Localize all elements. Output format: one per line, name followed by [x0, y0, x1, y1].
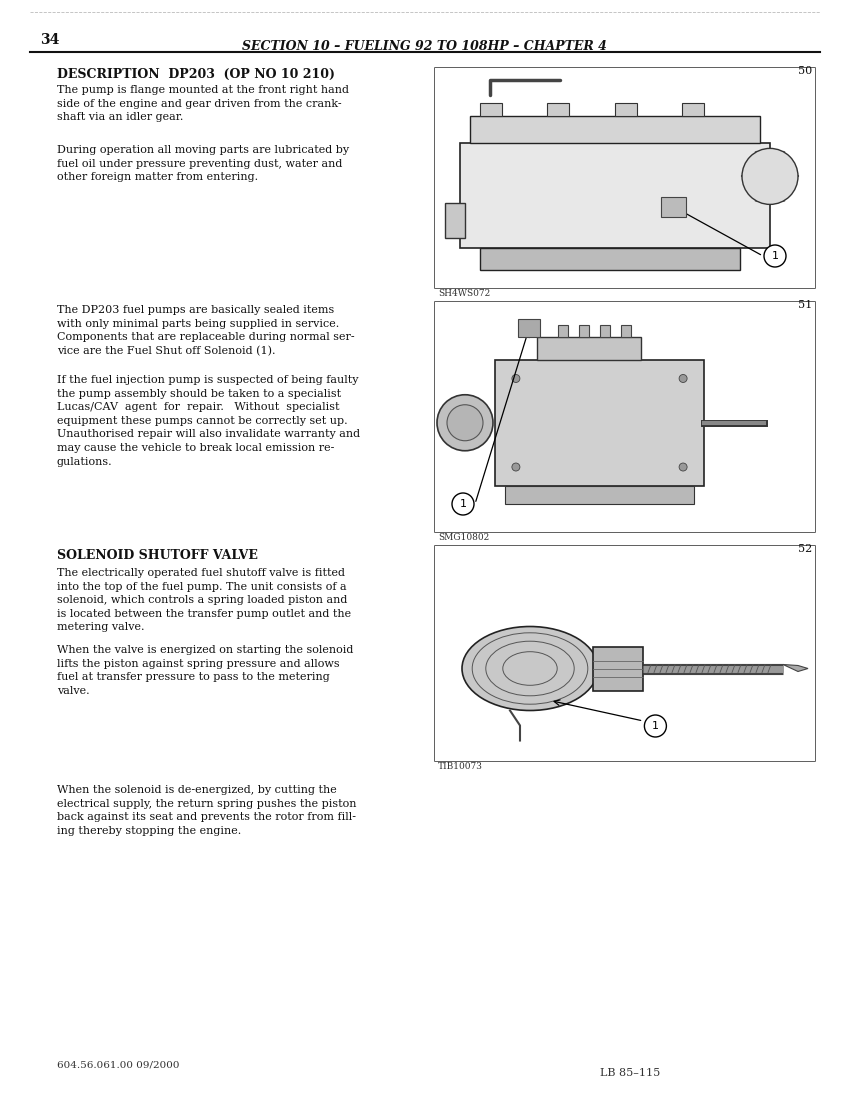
- Bar: [480, 103, 502, 116]
- Circle shape: [452, 493, 474, 515]
- Text: During operation all moving parts are lubricated by
fuel oil under pressure prev: During operation all moving parts are lu…: [57, 145, 349, 182]
- Circle shape: [447, 404, 483, 441]
- Bar: [537, 336, 641, 359]
- Bar: [480, 248, 740, 270]
- Text: 1: 1: [652, 721, 659, 731]
- Text: TIB10073: TIB10073: [438, 762, 483, 771]
- Circle shape: [679, 375, 687, 382]
- Bar: [435, 546, 815, 761]
- Text: The DP203 fuel pumps are basically sealed items
with only minimal parts being su: The DP203 fuel pumps are basically seale…: [57, 306, 355, 356]
- Bar: [615, 103, 637, 116]
- Text: 34: 34: [40, 33, 59, 47]
- Bar: [661, 197, 687, 217]
- Text: The pump is flange mounted at the front right hand
side of the engine and gear d: The pump is flange mounted at the front …: [57, 85, 349, 122]
- Text: When the solenoid is de-energized, by cutting the
electrical supply, the return : When the solenoid is de-energized, by cu…: [57, 785, 357, 836]
- Bar: [505, 486, 694, 504]
- Bar: [495, 359, 704, 486]
- Text: 50: 50: [798, 66, 812, 76]
- Circle shape: [742, 148, 798, 204]
- Bar: [470, 116, 760, 143]
- Text: The electrically operated fuel shutoff valve is fitted
into the top of the fuel : The electrically operated fuel shutoff v…: [57, 568, 351, 632]
- Bar: [579, 324, 589, 336]
- Bar: [519, 319, 540, 336]
- Text: When the valve is energized on starting the solenoid
lifts the piston against sp: When the valve is energized on starting …: [57, 645, 353, 696]
- Ellipse shape: [462, 626, 598, 710]
- Polygon shape: [783, 665, 808, 671]
- Bar: [558, 324, 568, 336]
- Bar: [445, 203, 465, 238]
- Text: SH4WS072: SH4WS072: [438, 289, 490, 298]
- Text: SMG10802: SMG10802: [438, 533, 489, 542]
- Bar: [547, 103, 569, 116]
- Text: If the fuel injection pump is suspected of being faulty
the pump assembly should: If the fuel injection pump is suspected …: [57, 375, 360, 467]
- Text: DESCRIPTION  DP203  (OP NO 10 210): DESCRIPTION DP203 (OP NO 10 210): [57, 68, 335, 81]
- Circle shape: [644, 715, 666, 737]
- Text: SECTION 10 – FUELING 92 TO 108HP – CHAPTER 4: SECTION 10 – FUELING 92 TO 108HP – CHAPT…: [242, 40, 606, 53]
- Text: 1: 1: [772, 251, 779, 260]
- Circle shape: [764, 245, 786, 267]
- Bar: [460, 143, 770, 248]
- Bar: [593, 646, 643, 690]
- Circle shape: [679, 463, 687, 471]
- Text: 1: 1: [459, 499, 466, 509]
- Bar: [435, 302, 815, 532]
- Text: 51: 51: [798, 300, 812, 310]
- Circle shape: [512, 463, 520, 471]
- Text: LB 85–115: LB 85–115: [600, 1068, 661, 1078]
- Text: SOLENOID SHUTOFF VALVE: SOLENOID SHUTOFF VALVE: [57, 550, 258, 562]
- Bar: [599, 324, 610, 336]
- Text: 52: 52: [798, 544, 812, 554]
- Bar: [435, 546, 815, 761]
- Bar: [435, 68, 815, 288]
- Circle shape: [437, 395, 493, 451]
- Bar: [435, 68, 815, 288]
- Bar: [682, 103, 704, 116]
- Text: 604.56.061.00 09/2000: 604.56.061.00 09/2000: [57, 1061, 179, 1069]
- Circle shape: [512, 375, 520, 382]
- Bar: [621, 324, 631, 336]
- Bar: [435, 302, 815, 532]
